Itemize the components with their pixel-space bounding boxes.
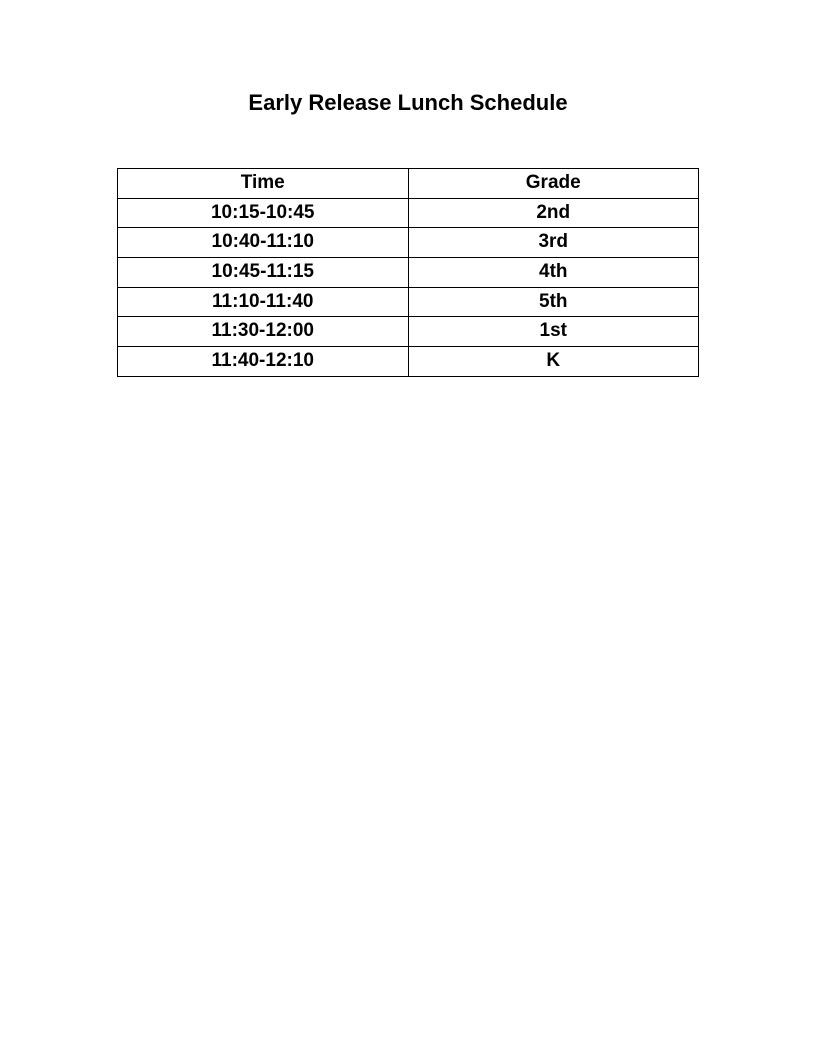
cell-time: 11:40-12:10 (118, 347, 409, 377)
cell-grade: K (408, 347, 699, 377)
table-row: 11:30-12:00 1st (118, 317, 699, 347)
table-header-row: Time Grade (118, 169, 699, 199)
schedule-table: Time Grade 10:15-10:45 2nd 10:40-11:10 3… (117, 168, 699, 377)
cell-time: 11:10-11:40 (118, 287, 409, 317)
table-row: 10:15-10:45 2nd (118, 198, 699, 228)
page-title: Early Release Lunch Schedule (0, 90, 816, 116)
cell-grade: 2nd (408, 198, 699, 228)
cell-grade: 1st (408, 317, 699, 347)
column-header-time: Time (118, 169, 409, 199)
cell-time: 11:30-12:00 (118, 317, 409, 347)
cell-time: 10:45-11:15 (118, 258, 409, 288)
cell-time: 10:40-11:10 (118, 228, 409, 258)
table-row: 10:45-11:15 4th (118, 258, 699, 288)
cell-grade: 4th (408, 258, 699, 288)
cell-grade: 5th (408, 287, 699, 317)
table-row: 11:10-11:40 5th (118, 287, 699, 317)
table-row: 11:40-12:10 K (118, 347, 699, 377)
column-header-grade: Grade (408, 169, 699, 199)
cell-grade: 3rd (408, 228, 699, 258)
cell-time: 10:15-10:45 (118, 198, 409, 228)
table-row: 10:40-11:10 3rd (118, 228, 699, 258)
